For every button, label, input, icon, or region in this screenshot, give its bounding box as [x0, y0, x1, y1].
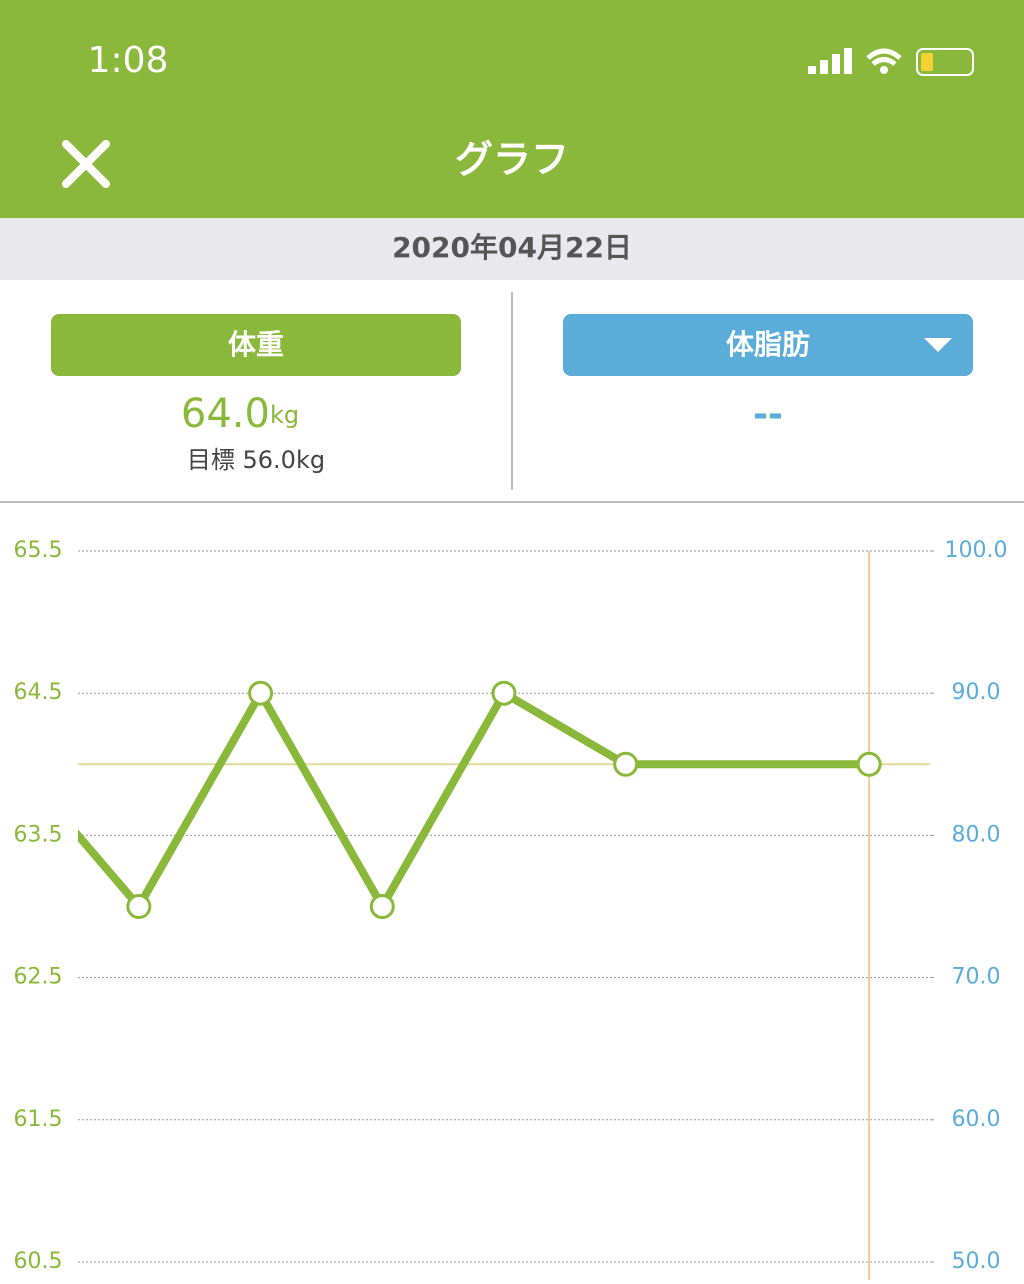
- data-point: [369, 894, 395, 919]
- y2-tick-label: 60.0: [952, 1107, 1001, 1132]
- y2-tick-label: 90.0: [952, 680, 1001, 705]
- date: 2020年04月22日: [392, 231, 632, 264]
- y2-tick-label: 100.0: [945, 538, 1008, 563]
- y2-tick-label: 50.0: [952, 1249, 1001, 1274]
- data-point: [248, 680, 274, 706]
- y2-tick-label: 70.0: [952, 965, 1001, 990]
- date-bar: [0, 218, 1024, 280]
- y2-tick-label: 80.0: [952, 822, 1001, 847]
- dropdown-arrow[interactable]: [924, 338, 952, 352]
- fat-value: --: [753, 394, 783, 435]
- weight-tab[interactable]: [51, 314, 461, 376]
- goal: 目標 56.0kg: [187, 446, 325, 474]
- wifi-dot: [880, 66, 888, 74]
- tab-label: 体重: [228, 328, 284, 361]
- signal-icon: [808, 48, 852, 74]
- clock: 1:08: [88, 40, 169, 81]
- data-point: [6, 753, 28, 775]
- value: 64.0: [181, 391, 270, 437]
- chart: 65.5 64.5 63.5 62.5 61.5 60.5 100.0 90.0 80.0 70.…: [6, 538, 1008, 1280]
- data-line: [78, 689, 870, 911]
- data-point: [491, 680, 517, 706]
- plot-area: [6, 680, 882, 919]
- unit: kg: [270, 401, 299, 429]
- data-point: [126, 894, 152, 919]
- screen-title: グラフ: [455, 138, 569, 182]
- y-tick-label: 65.5: [14, 538, 63, 563]
- battery-icon: [916, 48, 974, 76]
- y-tick-label: 63.5: [14, 822, 63, 847]
- weight-value: 64.0kg: [181, 391, 299, 437]
- wifi-icon: [866, 48, 902, 67]
- data-point: [856, 751, 882, 777]
- tab-label: 体脂肪: [726, 328, 810, 361]
- y-tick-label: 60.5: [14, 1249, 63, 1274]
- fat-tab[interactable]: [563, 314, 973, 376]
- y-tick-label: 62.5: [14, 965, 63, 990]
- app-bar: [0, 0, 1024, 218]
- battery-level: [921, 53, 933, 71]
- y-tick-label: 61.5: [14, 1107, 63, 1132]
- close-button[interactable]: [62, 140, 110, 188]
- y-tick-label: 64.5: [14, 680, 63, 705]
- data-point: [613, 751, 639, 777]
